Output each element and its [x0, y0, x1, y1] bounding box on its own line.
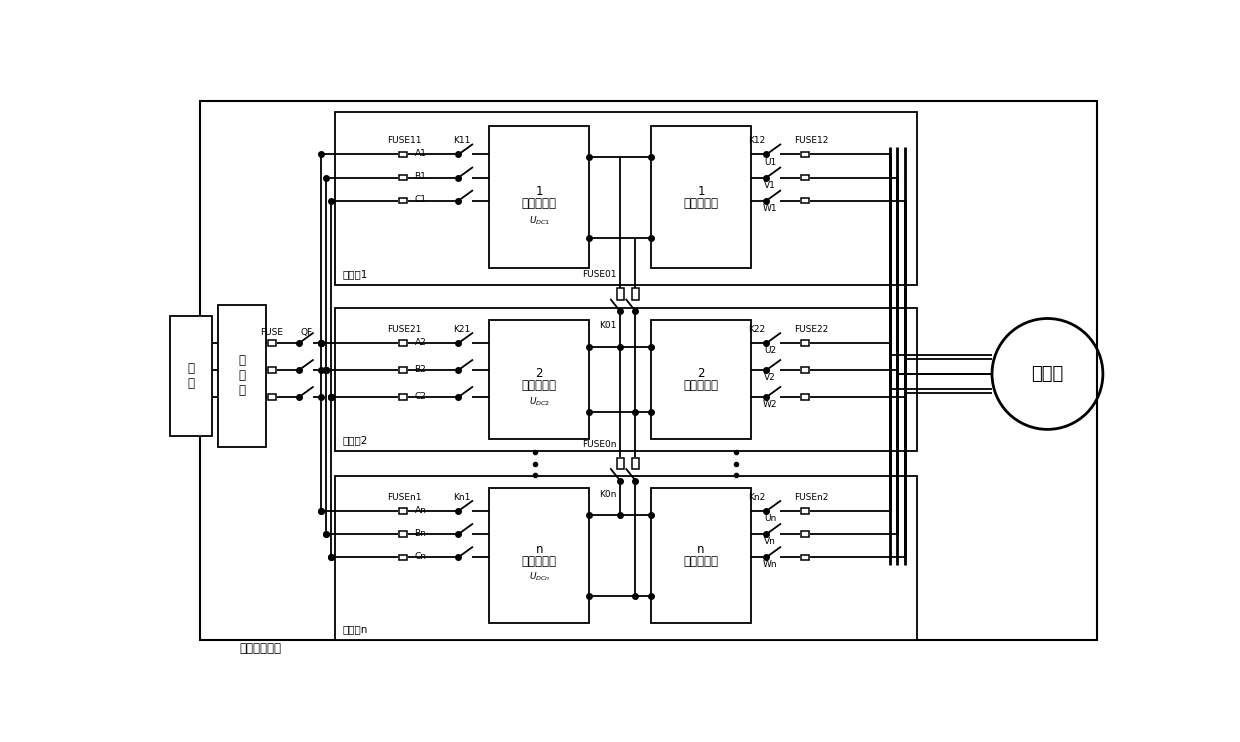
Text: $U_{DCn}$: $U_{DCn}$: [528, 571, 551, 583]
Text: FUSE22: FUSE22: [794, 325, 828, 334]
Text: n: n: [697, 542, 704, 556]
Bar: [399, 341, 407, 346]
Text: K12: K12: [749, 136, 766, 145]
Text: K11: K11: [454, 136, 471, 145]
Text: 电
网: 电 网: [187, 362, 195, 390]
Text: C1: C1: [414, 195, 427, 204]
Bar: [335, 309, 916, 451]
Bar: [801, 554, 810, 560]
Bar: [801, 341, 810, 346]
Text: 2: 2: [536, 367, 543, 380]
Text: A2: A2: [414, 338, 427, 347]
Text: 变流器1: 变流器1: [343, 269, 368, 280]
Text: 机侧变流器: 机侧变流器: [683, 379, 718, 393]
Text: FUSE: FUSE: [260, 328, 284, 337]
Text: QF: QF: [300, 328, 312, 337]
Text: V1: V1: [764, 181, 776, 190]
Text: Kn1: Kn1: [454, 493, 471, 502]
Text: Vn: Vn: [764, 537, 776, 546]
Text: A1: A1: [414, 149, 427, 158]
Text: FUSEn2: FUSEn2: [794, 493, 828, 502]
Text: 1: 1: [536, 185, 543, 197]
Bar: [801, 367, 810, 372]
Bar: [651, 126, 751, 269]
Bar: [268, 367, 277, 372]
Bar: [801, 152, 810, 157]
Text: 变流器2: 变流器2: [343, 435, 368, 445]
Text: FUSE0n: FUSE0n: [582, 440, 616, 449]
Text: $U_{DC2}$: $U_{DC2}$: [528, 395, 549, 407]
Text: B2: B2: [414, 365, 427, 374]
Bar: [399, 531, 407, 536]
Text: Un: Un: [764, 514, 776, 523]
Bar: [490, 488, 589, 623]
Bar: [399, 198, 407, 203]
Text: Wn: Wn: [763, 560, 777, 569]
Text: Bn: Bn: [414, 529, 427, 538]
Bar: [170, 316, 212, 436]
Text: FUSE21: FUSE21: [388, 325, 422, 334]
Bar: [399, 175, 407, 180]
Text: Cn: Cn: [414, 552, 427, 561]
Text: n: n: [536, 542, 543, 556]
Bar: [616, 289, 624, 300]
Text: K21: K21: [454, 325, 471, 334]
Text: FUSE11: FUSE11: [388, 136, 422, 145]
Text: 2: 2: [697, 367, 704, 380]
Text: 网侧变流器: 网侧变流器: [522, 555, 557, 568]
Bar: [801, 175, 810, 180]
Bar: [268, 394, 277, 400]
Bar: [335, 476, 916, 640]
Bar: [218, 305, 265, 447]
Text: 变流器n: 变流器n: [343, 624, 368, 634]
Text: An: An: [414, 506, 427, 515]
Text: K01: K01: [599, 321, 616, 329]
Text: U1: U1: [764, 158, 776, 167]
Text: $U_{DC1}$: $U_{DC1}$: [528, 214, 549, 226]
Text: FUSE01: FUSE01: [582, 271, 616, 280]
Text: U2: U2: [764, 347, 776, 355]
Text: 1: 1: [697, 185, 704, 197]
Text: W1: W1: [763, 204, 777, 213]
Bar: [651, 488, 751, 623]
Text: K0n: K0n: [599, 490, 616, 499]
Bar: [399, 367, 407, 372]
Text: B1: B1: [414, 172, 427, 181]
Bar: [399, 394, 407, 400]
Text: W2: W2: [763, 400, 777, 410]
Text: 组合式变流器: 组合式变流器: [239, 642, 281, 654]
Bar: [490, 126, 589, 269]
Text: FUSEn1: FUSEn1: [388, 493, 422, 502]
Bar: [651, 320, 751, 439]
Bar: [616, 458, 624, 470]
Text: C2: C2: [414, 392, 427, 401]
Text: 机侧变流器: 机侧变流器: [683, 197, 718, 210]
Text: V2: V2: [764, 373, 776, 382]
Bar: [399, 508, 407, 513]
Bar: [399, 152, 407, 157]
Bar: [801, 198, 810, 203]
Text: 网侧变流器: 网侧变流器: [522, 379, 557, 393]
Text: 发电机: 发电机: [1032, 365, 1064, 383]
Text: 网侧变流器: 网侧变流器: [522, 197, 557, 210]
Text: Kn2: Kn2: [749, 493, 766, 502]
Text: K22: K22: [749, 325, 766, 334]
Text: FUSE12: FUSE12: [794, 136, 828, 145]
Bar: [399, 554, 407, 560]
Bar: [632, 458, 639, 470]
Bar: [335, 112, 916, 286]
Text: 机侧变流器: 机侧变流器: [683, 555, 718, 568]
Bar: [490, 320, 589, 439]
Bar: [268, 341, 277, 346]
Bar: [801, 531, 810, 536]
Bar: [801, 394, 810, 400]
Bar: [632, 289, 639, 300]
Text: 箱
变
柜: 箱 变 柜: [238, 355, 246, 398]
Bar: [801, 508, 810, 513]
